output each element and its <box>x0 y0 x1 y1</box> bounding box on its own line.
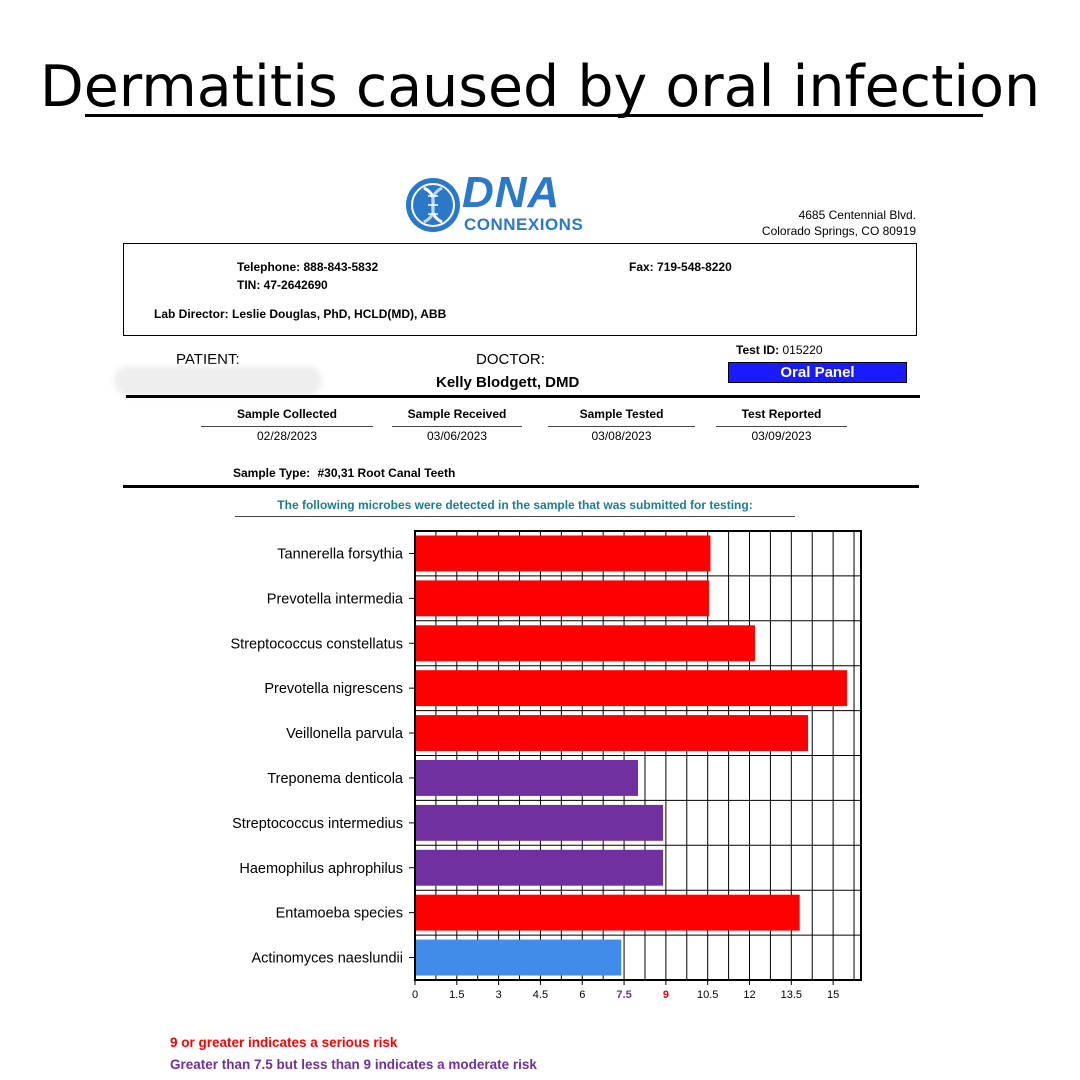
divider-top <box>126 395 920 398</box>
address-line-2: Colorado Springs, CO 80919 <box>761 224 916 238</box>
address-line-1: 4685 Centennial Blvd. <box>798 208 916 222</box>
x-tick-label-6: 9 <box>663 989 669 1001</box>
category-label-4: Veillonella parvula <box>286 726 404 742</box>
logo-dna-text: DNA <box>462 168 561 217</box>
detected-note-rule <box>235 516 795 517</box>
legend-serious: 9 or greater indicates a serious risk <box>170 1035 398 1050</box>
telephone-value: 888-843-5832 <box>303 260 379 274</box>
sample-type-row: Sample Type: #30,31 Root Canal Teeth <box>233 466 455 480</box>
test-id-label: Test ID: <box>736 343 780 357</box>
bar-6 <box>415 804 664 841</box>
dna-helix-icon <box>406 178 460 232</box>
fax-row: Fax: 719-548-8220 <box>629 260 732 274</box>
bar-3 <box>415 670 848 707</box>
legend-moderate: Greater than 7.5 but less than 9 indicat… <box>170 1057 537 1072</box>
bar-2 <box>415 625 756 662</box>
x-tick-label-9: 13.5 <box>781 989 802 1001</box>
telephone-label: Telephone: <box>237 260 301 274</box>
tin-row: TIN: 47-2642690 <box>237 278 328 292</box>
fax-value: 719-548-8220 <box>657 260 732 274</box>
bar-8 <box>415 894 800 931</box>
doctor-name: Kelly Blodgett, DMD <box>436 374 580 391</box>
lab-info-box <box>123 243 917 336</box>
tin-label: TIN: <box>237 278 261 292</box>
x-tick-label-0: 0 <box>412 989 418 1001</box>
patient-label: PATIENT: <box>176 351 240 368</box>
lab-director-value: Leslie Douglas, PhD, HCLD(MD), ABB <box>232 307 447 321</box>
sample-type-label: Sample Type: <box>233 466 311 480</box>
bar-9 <box>415 939 622 976</box>
date-header-tested: Sample Tested <box>579 407 664 421</box>
date-value-tested: 03/08/2023 <box>591 429 652 443</box>
doctor-label: DOCTOR: <box>476 351 545 368</box>
x-tick-label-8: 12 <box>743 989 755 1001</box>
date-rule-received <box>392 426 522 427</box>
title-underline <box>85 114 983 117</box>
telephone-row: Telephone: 888-843-5832 <box>237 260 378 274</box>
bar-4 <box>415 715 809 752</box>
bar-0 <box>415 535 711 572</box>
x-tick-label-1: 1.5 <box>449 989 464 1001</box>
date-value-reported: 03/09/2023 <box>751 429 812 443</box>
category-label-8: Entamoeba species <box>276 906 403 922</box>
x-tick-label-2: 3 <box>496 989 502 1001</box>
slide-title: Dermatitis caused by oral infection <box>39 54 1041 120</box>
tin-value: 47-2642690 <box>263 278 328 292</box>
category-label-5: Treponema denticola <box>267 771 404 787</box>
sample-type-value: #30,31 Root Canal Teeth <box>317 466 456 480</box>
date-rule-tested <box>548 426 695 427</box>
patient-name-redacted <box>114 366 322 396</box>
fax-label: Fax: <box>629 260 654 274</box>
category-label-1: Prevotella intermedia <box>267 591 404 607</box>
bar-5 <box>415 759 638 796</box>
date-rule-collected <box>201 426 373 427</box>
category-label-2: Streptococcus constellatus <box>231 636 403 652</box>
bar-1 <box>415 580 710 617</box>
category-label-9: Actinomyces naeslundii <box>251 951 403 967</box>
category-label-6: Streptococcus intermedius <box>232 816 403 832</box>
oral-panel-badge: Oral Panel <box>728 362 907 383</box>
x-tick-label-5: 7.5 <box>616 989 631 1001</box>
x-tick-label-10: 15 <box>827 989 839 1001</box>
category-label-7: Haemophilus aphrophilus <box>239 861 403 877</box>
x-tick-label-3: 4.5 <box>533 989 548 1001</box>
test-id-value: 015220 <box>782 343 823 357</box>
lab-director-row: Lab Director: Leslie Douglas, PhD, HCLD(… <box>154 307 446 321</box>
dna-connexions-logo: DNA CONNEXIONS <box>404 168 614 236</box>
date-rule-reported <box>716 426 847 427</box>
plot-frame <box>414 530 862 981</box>
bar-7 <box>415 849 664 886</box>
date-value-received: 03/06/2023 <box>426 429 488 443</box>
x-tick-label-7: 10.5 <box>697 989 718 1001</box>
date-value-collected: 02/28/2023 <box>256 429 318 443</box>
date-header-reported: Test Reported <box>741 407 822 421</box>
detected-note: The following microbes were detected in … <box>277 498 753 512</box>
test-id: Test ID: 015220 <box>736 343 823 357</box>
category-label-0: Tannerella forsythia <box>277 546 404 562</box>
lab-director-label: Lab Director: <box>154 307 229 321</box>
logo-connexions-text: CONNEXIONS <box>464 215 584 234</box>
category-label-3: Prevotella nigrescens <box>264 681 403 697</box>
date-header-received: Sample Received <box>407 407 507 421</box>
date-header-collected: Sample Collected <box>236 407 338 421</box>
x-tick-label-4: 6 <box>579 989 585 1001</box>
divider-bottom <box>123 485 919 488</box>
